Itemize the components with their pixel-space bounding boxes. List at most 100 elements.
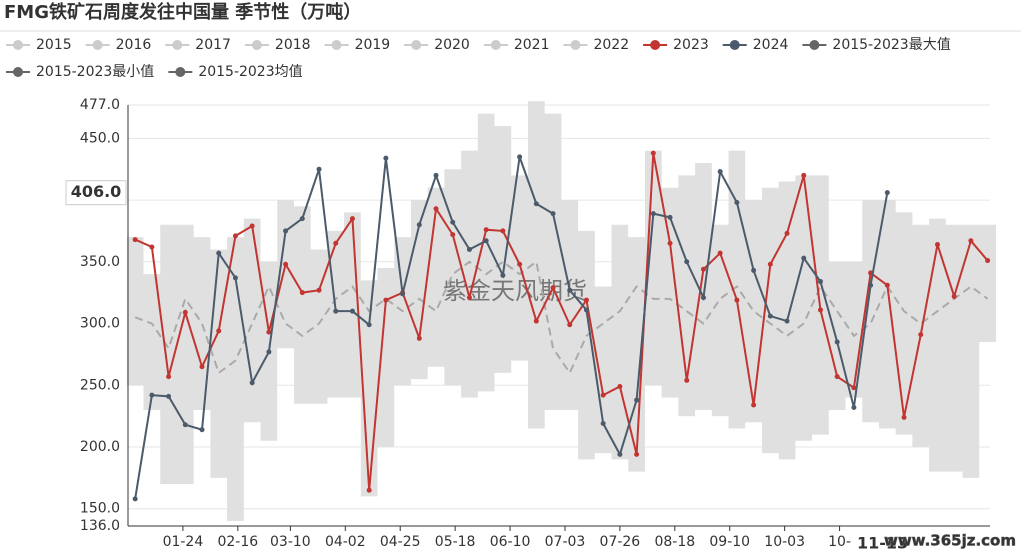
mean-line bbox=[134, 260, 989, 375]
point bbox=[801, 172, 807, 178]
y-tick-label: 136.0 bbox=[80, 518, 120, 534]
point bbox=[634, 397, 640, 403]
point bbox=[149, 244, 155, 250]
point bbox=[517, 261, 523, 267]
legend-item: 2023 bbox=[643, 37, 709, 53]
legend-label: 2021 bbox=[514, 37, 550, 53]
point bbox=[734, 297, 740, 303]
point bbox=[283, 261, 289, 267]
x-tick-label: 04-25 bbox=[380, 534, 421, 550]
point bbox=[751, 402, 757, 408]
x-tick-label: 07-03 bbox=[545, 534, 586, 550]
point bbox=[567, 322, 573, 328]
point bbox=[918, 332, 924, 338]
point bbox=[634, 451, 640, 457]
point bbox=[333, 240, 339, 246]
point bbox=[700, 295, 706, 301]
point bbox=[182, 422, 188, 428]
legend-item: 2017 bbox=[165, 37, 231, 53]
legend-dot bbox=[729, 40, 740, 50]
point bbox=[500, 272, 506, 278]
point bbox=[650, 211, 656, 217]
point bbox=[349, 308, 355, 314]
point bbox=[132, 496, 138, 502]
legend-item: 2018 bbox=[244, 37, 311, 53]
y-tick-label: 450.0 bbox=[80, 130, 120, 146]
point bbox=[700, 266, 706, 272]
point bbox=[751, 267, 757, 273]
point bbox=[650, 150, 656, 156]
legend-label: 2017 bbox=[195, 37, 231, 53]
point bbox=[834, 339, 840, 345]
point bbox=[617, 451, 623, 457]
point bbox=[366, 487, 372, 493]
point bbox=[667, 240, 673, 246]
legend-label: 2015 bbox=[36, 37, 72, 53]
point bbox=[383, 297, 389, 303]
point bbox=[600, 392, 606, 398]
point bbox=[216, 250, 222, 256]
legend-dot bbox=[650, 40, 661, 50]
point bbox=[182, 309, 188, 315]
legend-dot bbox=[251, 40, 262, 50]
point bbox=[817, 279, 823, 285]
x-tick-label: 10- bbox=[828, 534, 851, 550]
x-tick-label: 09-10 bbox=[709, 534, 750, 550]
legend-dot bbox=[175, 67, 186, 77]
point bbox=[884, 282, 890, 288]
point bbox=[416, 335, 422, 341]
point bbox=[199, 427, 205, 433]
legend-label: 2015-2023最大值 bbox=[832, 37, 950, 53]
legend-dot bbox=[490, 40, 501, 50]
point bbox=[166, 374, 172, 380]
point bbox=[533, 318, 539, 324]
legend-item: 2021 bbox=[483, 37, 550, 53]
point bbox=[567, 287, 573, 293]
watermark-site: www.365jz.com bbox=[884, 532, 1016, 550]
legend-item: 2024 bbox=[722, 37, 789, 53]
point bbox=[784, 318, 790, 324]
x-tick-label: 07-26 bbox=[600, 534, 641, 550]
point bbox=[583, 297, 589, 303]
legend-dot bbox=[809, 40, 820, 50]
point bbox=[684, 377, 690, 383]
point bbox=[767, 313, 773, 319]
point bbox=[232, 275, 238, 281]
legend-item: 2015-2023最大值 bbox=[802, 37, 951, 53]
point bbox=[717, 250, 723, 256]
point bbox=[266, 349, 272, 355]
point bbox=[851, 385, 857, 391]
point bbox=[249, 223, 255, 229]
y-tick-label: 150.0 bbox=[80, 501, 120, 517]
point bbox=[466, 295, 472, 301]
series-line bbox=[134, 156, 889, 499]
point bbox=[450, 219, 456, 225]
point bbox=[232, 233, 238, 239]
point bbox=[517, 154, 523, 160]
point bbox=[466, 246, 472, 252]
point bbox=[801, 255, 807, 261]
point bbox=[901, 414, 907, 420]
point bbox=[884, 190, 890, 196]
legend-label: 2024 bbox=[753, 37, 789, 53]
y-tick-label: 250.0 bbox=[80, 377, 120, 393]
x-tick-label: 10-03 bbox=[764, 534, 805, 550]
legend-dot bbox=[172, 40, 183, 50]
legend-dot bbox=[92, 40, 103, 50]
point bbox=[717, 169, 723, 175]
point bbox=[734, 200, 740, 206]
point bbox=[600, 421, 606, 427]
legend-label: 2022 bbox=[593, 37, 629, 53]
point bbox=[433, 206, 439, 212]
point bbox=[366, 322, 372, 328]
x-tick-label: 02-16 bbox=[217, 534, 258, 550]
pointer-y-label: 406.0 bbox=[71, 182, 122, 201]
legend-item: 2016 bbox=[85, 37, 151, 53]
point bbox=[834, 374, 840, 380]
legend-item: 2015-2023最小值 bbox=[6, 64, 154, 80]
range-band bbox=[126, 101, 996, 522]
x-tick-label: 05-18 bbox=[435, 534, 476, 550]
legend-label: 2015-2023均值 bbox=[198, 64, 302, 80]
